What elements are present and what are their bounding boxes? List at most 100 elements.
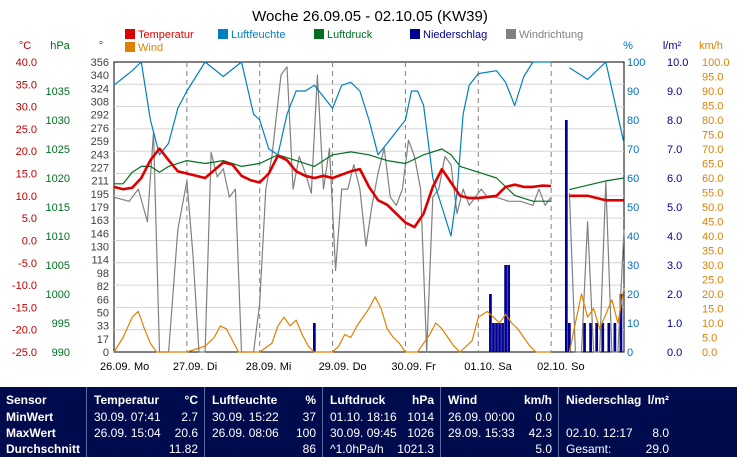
y-tick-label-dir: 179 [91, 202, 109, 214]
x-tick-label: 26.09. [100, 361, 131, 373]
precipitation-bar [501, 323, 504, 352]
precipitation-bar [567, 323, 571, 352]
precipitation-bar [595, 323, 599, 352]
series-line-luftdruck [114, 148, 552, 202]
sensor-header: Sensor [6, 393, 47, 407]
precipitation-bar [498, 323, 501, 352]
y-tick-label-dir: 276 [91, 123, 109, 135]
y-tick-label-wind: 10.0 [702, 318, 723, 330]
legend-swatch [218, 29, 228, 39]
y-tick-label-wind: 55.0 [702, 188, 723, 200]
legend-label: Windrichtung [519, 29, 583, 41]
y-tick-label-rain: 9.0 [667, 86, 682, 98]
y-tick-label-wind: 80.0 [702, 115, 723, 127]
y-tick-label-press: 1000 [46, 289, 70, 301]
x-tick-label: 02.10. [537, 361, 568, 373]
y-tick-label-press: 990 [52, 347, 70, 359]
y-tick-label-rain: 10.0 [667, 57, 688, 69]
legend: Temperatur Luftfeuchte Luftdruck Niederschl… [125, 29, 583, 54]
precipitation-bar [613, 323, 617, 352]
y-tick-label-temp: 20.0 [16, 146, 37, 158]
y-tick-label-temp: 25.0 [16, 124, 37, 136]
y-tick-label-temp: -5.0 [18, 258, 37, 270]
stats-col-sensor: Sensor MinWert MaxWert Durchschnitt [0, 387, 87, 457]
y-tick-label-hum: 10 [627, 318, 639, 330]
x-weekday-label: Sa [498, 361, 512, 373]
y-tick-label-wind: 40.0 [702, 231, 723, 243]
y-tick-label-temp: 40.0 [16, 57, 37, 69]
y-tick-label-wind: 95.0 [702, 72, 723, 84]
y-tick-label-press: 1020 [46, 173, 70, 185]
y-tick-label-rain: 6.0 [667, 173, 682, 185]
legend-label: Luftfeuchte [231, 29, 285, 41]
temperature-header: Temperatur [94, 393, 160, 407]
series-line-luftfeuchte [113, 61, 552, 237]
y-tick-label-rain: 3.0 [667, 260, 682, 272]
precipitation-bar [507, 265, 511, 352]
humidity-unit: % [305, 393, 316, 407]
wind-header: Wind [448, 393, 478, 407]
wind-min-value: 0.0 [535, 410, 552, 424]
y-tick-label-dir: 308 [91, 97, 109, 109]
y-tick-label-hum: 50 [627, 202, 639, 214]
wind-max-time: 29.09. 15:33 [448, 426, 515, 440]
x-weekday-label: So [571, 361, 584, 373]
x-weekday-label: Do [353, 361, 367, 373]
precipitation-bar [504, 265, 507, 352]
y-tick-label-wind: 0.0 [702, 347, 717, 359]
y-tick-label-dir: 292 [91, 110, 109, 122]
series-line-temperatur [113, 147, 552, 229]
wind-unit: km/h [523, 393, 552, 407]
precipitation-bar [619, 294, 623, 352]
y-tick-label-dir: 356 [91, 57, 109, 69]
y-tick-label-wind: 15.0 [702, 304, 723, 316]
wind-avg-value: 5.0 [535, 442, 552, 456]
row-label-min: MinWert [6, 410, 54, 424]
y-tick-label-hum: 60 [627, 173, 639, 185]
precipitation-bar [492, 323, 495, 352]
y-tick-label-press: 1010 [46, 231, 70, 243]
y-tick-label-wind: 75.0 [702, 130, 723, 142]
hum-min-value: 37 [302, 410, 316, 424]
weather-chart: Woche 26.09.05 - 02.10.05 (KW39) Tempera… [12, 8, 730, 373]
y-tick-label-dir: 340 [91, 70, 109, 82]
y-tick-label-temp: 5.0 [22, 213, 37, 225]
y-tick-label-hum: 40 [627, 231, 639, 243]
temp-max-time: 26.09. 15:04 [94, 426, 161, 440]
axis-unit-temp: °C [19, 40, 31, 52]
y-tick-label-dir: 227 [91, 162, 109, 174]
pressure-unit: hPa [411, 393, 434, 407]
series-line-windrichtung [113, 66, 552, 353]
y-tick-label-wind: 30.0 [702, 260, 723, 272]
hum-avg-value: 86 [302, 442, 316, 456]
legend-swatch [314, 29, 324, 39]
press-min-time: 01.10. 18:16 [330, 410, 397, 424]
y-tick-label-press: 1030 [46, 115, 70, 127]
axis-unit-rain: l/m² [663, 40, 682, 52]
grid [114, 62, 624, 352]
legend-swatch [410, 29, 420, 39]
temp-min-value: 2.7 [181, 410, 198, 424]
series-lines [113, 61, 625, 353]
y-tick-label-rain: 0.0 [667, 347, 682, 359]
x-tick-label: 27.09. [173, 361, 204, 373]
y-tick-label-rain: 4.0 [667, 231, 682, 243]
precipitation-bars [312, 120, 623, 352]
y-tick-label-hum: 100 [627, 57, 645, 69]
legend-label: Niederschlag [423, 29, 487, 41]
press-max-time: 30.09. 09:45 [330, 426, 397, 440]
legend-swatch [125, 29, 135, 39]
y-tick-label-dir: 50 [97, 307, 109, 319]
y-tick-label-temp: -15.0 [12, 302, 37, 314]
y-tick-label-wind: 20.0 [702, 289, 723, 301]
humidity-header: Luftfeuchte [212, 393, 278, 407]
hum-max-time: 26.09. 08:06 [212, 426, 279, 440]
precipitation-bar [495, 323, 498, 352]
y-tick-label-wind: 90.0 [702, 86, 723, 98]
y-tick-label-wind: 35.0 [702, 246, 723, 258]
stats-col-wind: Wind km/h 26.09. 00:00 0.0 29.09. 15:33 42… [442, 387, 559, 457]
y-tick-label-wind: 70.0 [702, 144, 723, 156]
stats-col-temperature: Temperatur °C 30.09. 07:41 2.7 26.09. 15:… [88, 387, 205, 457]
y-tick-label-dir: 82 [97, 281, 109, 293]
axis-unit-hum: % [623, 40, 633, 52]
